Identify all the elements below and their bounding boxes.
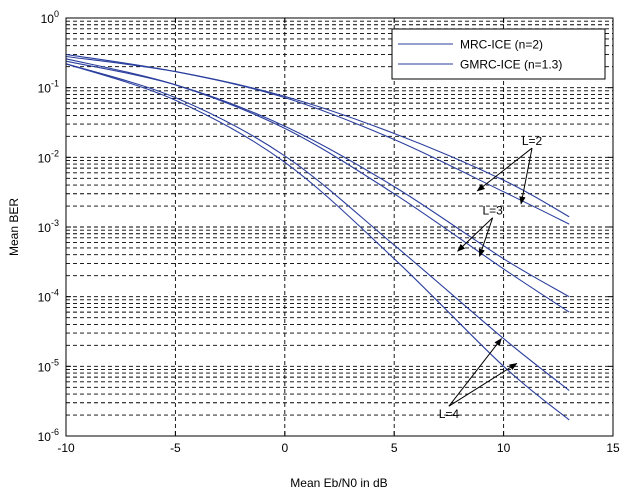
annotation-L2-arrow-1 xyxy=(519,147,533,205)
y-tick-label: 10-6 xyxy=(38,427,59,444)
x-tick-label: -10 xyxy=(57,441,75,455)
series-line-L4-4 xyxy=(65,63,570,391)
x-tick-label: 15 xyxy=(606,441,620,455)
legend-label-1: GMRC-ICE (n=1.3) xyxy=(460,58,562,72)
annotation-L3-label: L=3 xyxy=(482,204,503,218)
series-lines xyxy=(65,53,570,421)
x-tick-label: 5 xyxy=(391,441,398,455)
y-tick-label: 10-4 xyxy=(38,288,59,305)
y-axis-label: Mean BER xyxy=(7,198,21,256)
annotation-L2-arrow-0 xyxy=(476,147,533,192)
axis-ticks: -10 -5 0 5 10 15 10-6 10-5 10-4 10-3 10-2 10-1 100 xyxy=(38,9,620,455)
x-axis-label: Mean Eb/N0 in dB xyxy=(290,476,387,490)
y-tick-label: 100 xyxy=(41,9,59,26)
y-tick-label: 10-1 xyxy=(38,79,59,96)
series-line-L3-3 xyxy=(65,58,570,313)
series-line-L4-5 xyxy=(65,63,570,421)
x-tick-label: -5 xyxy=(170,441,181,455)
legend-box xyxy=(391,28,606,80)
annotation-L4-label: L=4 xyxy=(439,407,460,421)
legend-label-0: MRC-ICE (n=2) xyxy=(460,38,543,52)
y-tick-label: 10-5 xyxy=(38,357,59,374)
annotation-L3-arrow-0 xyxy=(457,217,494,252)
annotation-L4-arrow-0 xyxy=(448,337,502,407)
y-tick-label: 10-3 xyxy=(38,218,59,235)
y-tick-label: 10-2 xyxy=(38,148,59,165)
grid xyxy=(66,18,613,436)
annotation-L4-arrow-1 xyxy=(448,363,518,407)
annotation-L2-label: L=2 xyxy=(522,134,543,148)
annotation-L3-arrow-1 xyxy=(478,217,494,258)
x-tick-label: 10 xyxy=(497,441,511,455)
annotations: L=2 L=3 L=4 xyxy=(439,134,543,421)
x-tick-label: 0 xyxy=(281,441,288,455)
legend: MRC-ICE (n=2) GMRC-ICE (n=1.3) xyxy=(391,28,606,80)
series-line-L2-1 xyxy=(65,53,570,225)
